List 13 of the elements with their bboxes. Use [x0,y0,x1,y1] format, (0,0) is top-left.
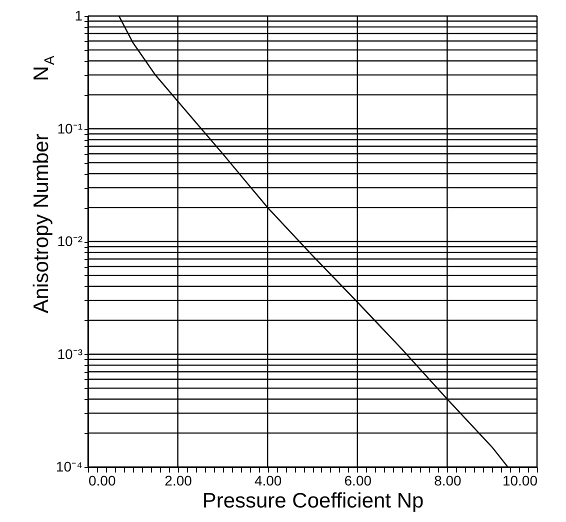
x-tick-label: 0.00 [88,472,116,488]
x-axis-title: Pressure Coefficient Np [202,490,424,512]
x-tick-label: 10.00 [502,472,538,488]
x-tick-label: 8.00 [434,472,462,488]
y-tick-label: 10⁻³ [57,346,83,362]
x-tick-label: 2.00 [164,472,192,488]
y-tick-label: 10⁻¹ [57,120,83,136]
y-tick-label: 10⁻² [57,233,83,249]
y-axis-title: Anisotropy Number NA [30,55,57,314]
y-tick-label: 1 [74,8,83,24]
y-tick-label: 10⁻⁴ [56,458,82,474]
x-tick-label: 4.00 [254,472,282,488]
x-tick-label: 6.00 [344,472,372,488]
